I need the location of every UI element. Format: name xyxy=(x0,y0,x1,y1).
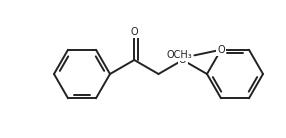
Text: OCH₃: OCH₃ xyxy=(167,50,192,60)
Text: O: O xyxy=(130,27,138,37)
Text: O: O xyxy=(217,45,225,55)
Text: O: O xyxy=(179,55,186,65)
